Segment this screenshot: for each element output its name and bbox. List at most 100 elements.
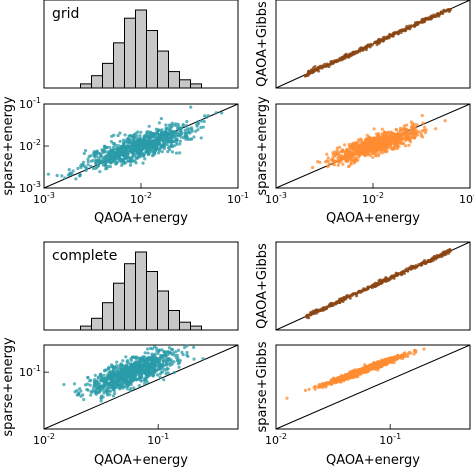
scatter-point	[123, 147, 128, 151]
scatter-point	[133, 148, 137, 152]
scatter-point	[157, 348, 161, 352]
scatter-point	[162, 367, 166, 371]
scatter-point	[129, 386, 133, 391]
grid-gibbs-frame	[275, 0, 471, 89]
scatter-point	[379, 147, 384, 151]
scatter-point	[320, 386, 325, 390]
scatter-point	[353, 147, 357, 151]
grid-title: grid	[52, 6, 79, 22]
scatter-point	[136, 360, 140, 364]
scatter-point	[396, 31, 400, 35]
scatter-point	[187, 127, 192, 131]
scatter-point	[349, 54, 353, 58]
scatter-point	[398, 271, 402, 275]
scatter-point	[353, 158, 358, 162]
scatter-point	[178, 142, 182, 146]
scatter-point	[118, 371, 122, 375]
scatter-point	[117, 386, 121, 390]
scatter-point	[174, 151, 179, 155]
scatter-point	[164, 123, 168, 127]
scatter-point	[367, 138, 371, 142]
scatter-point	[413, 350, 418, 354]
scatter-point	[108, 373, 112, 377]
scatter-point	[104, 154, 108, 158]
scatter-point	[78, 173, 82, 178]
hist-bar	[102, 302, 114, 331]
scatter-point	[185, 350, 189, 355]
scatter-point	[409, 351, 413, 355]
scatter-point	[134, 356, 138, 360]
scatter-point	[443, 119, 447, 123]
scatter-point	[372, 361, 376, 365]
scatter-point	[149, 133, 153, 137]
scatter-point	[382, 130, 387, 134]
scatter-point	[103, 369, 107, 373]
scatter-point	[98, 170, 102, 174]
scatter-point	[449, 8, 453, 12]
scatter-point	[389, 146, 393, 151]
scatter-point	[394, 136, 399, 140]
scatter-point	[176, 348, 181, 352]
grid-hist-panel: grid	[43, 0, 239, 89]
scatter-point	[103, 376, 107, 380]
scatter-point	[164, 361, 168, 365]
scatter-point	[174, 356, 179, 360]
hist-bar	[179, 79, 191, 89]
scatter-point	[331, 162, 335, 166]
scatter-point	[435, 12, 439, 16]
scatter-point	[338, 56, 342, 60]
scatter-point	[341, 155, 345, 159]
complete-title: complete	[52, 248, 117, 264]
scatter-point	[377, 145, 381, 150]
grid-energy-xlabel: QAOA+energy	[94, 211, 188, 226]
scatter-point	[169, 360, 174, 364]
scatter-point	[381, 360, 386, 365]
scatter-point	[114, 162, 118, 166]
scatter-point	[130, 362, 134, 367]
scatter-point	[171, 351, 176, 355]
scatter-point	[86, 375, 90, 379]
scatter-point	[440, 252, 444, 256]
scatter-point	[438, 254, 442, 258]
scatter-point	[202, 119, 206, 124]
scatter-point	[199, 136, 203, 140]
scatter-point	[158, 375, 162, 379]
scatter-point	[333, 150, 337, 154]
scatter-point	[123, 153, 128, 157]
scatter-point	[356, 149, 361, 153]
scatter-point	[128, 163, 133, 167]
scatter-point	[363, 138, 368, 142]
scatter-point	[305, 314, 309, 318]
scatter-point	[336, 152, 340, 156]
scatter-point	[415, 133, 420, 137]
scatter-point	[361, 151, 365, 156]
scatter-point	[308, 71, 312, 75]
scatter-point	[170, 347, 174, 352]
scatter-point	[315, 308, 319, 312]
scatter-point	[86, 160, 90, 164]
scatter-point	[335, 378, 339, 382]
scatter-point	[100, 148, 104, 152]
scatter-point	[186, 137, 191, 142]
scatter-point	[335, 146, 339, 150]
scatter-point	[424, 128, 428, 132]
scatter-point	[381, 279, 385, 283]
scatter-point	[370, 286, 374, 290]
scatter-point	[172, 360, 176, 364]
scatter-point	[350, 294, 354, 298]
scatter-point	[331, 303, 335, 307]
scatter-point	[395, 132, 399, 136]
scatter-point	[153, 355, 158, 359]
scatter-point	[147, 368, 151, 372]
scatter-point	[388, 356, 393, 360]
scatter-point	[360, 140, 364, 144]
scatter-point	[118, 375, 122, 380]
scatter-point	[412, 131, 416, 135]
scatter-point	[415, 123, 419, 127]
scatter-point	[359, 290, 363, 294]
complete-gibbs-points	[304, 247, 452, 320]
scatter-point	[89, 390, 93, 394]
scatter-point	[196, 128, 200, 132]
scatter-point	[134, 143, 138, 147]
scatter-point	[392, 144, 397, 148]
